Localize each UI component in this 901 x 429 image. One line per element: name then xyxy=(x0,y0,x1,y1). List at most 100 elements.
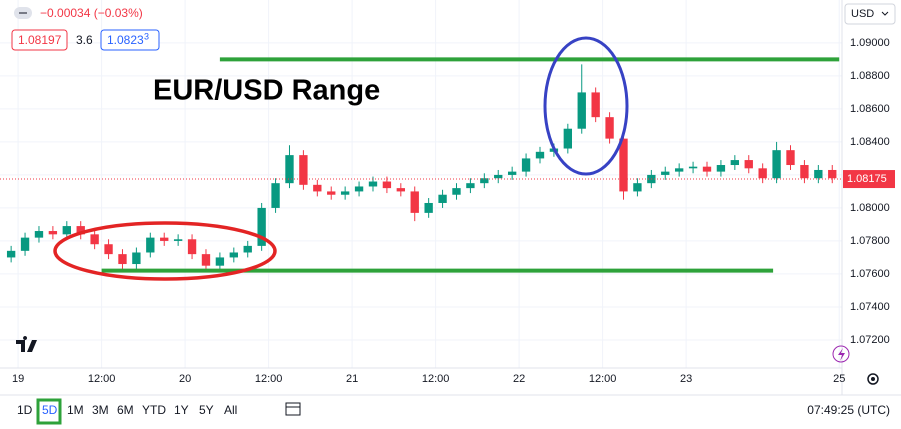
candle-body xyxy=(160,237,169,241)
candle-body xyxy=(257,207,266,246)
candle-body xyxy=(674,168,684,172)
toolbar: 1D 5D 1M 3M 6M YTD 1Y 5Y All xyxy=(17,398,237,425)
candle-body xyxy=(786,150,795,166)
candle-body xyxy=(327,191,336,195)
candle-body xyxy=(507,171,517,175)
timeframe-button[interactable]: All xyxy=(224,403,237,417)
candle-body xyxy=(313,184,322,192)
candle-body xyxy=(243,245,252,253)
candle-body xyxy=(354,186,364,192)
timeframe-button[interactable]: 3M xyxy=(92,403,109,417)
x-tick-label: 20 xyxy=(179,373,191,385)
y-tick-label: 1.08400 xyxy=(850,136,890,148)
x-tick-label: 12:00 xyxy=(422,373,450,385)
timeframe-button[interactable]: 5D xyxy=(42,403,58,417)
y-tick-label: 1.07200 xyxy=(850,334,890,346)
y-tick-label: 1.08600 xyxy=(850,103,890,115)
candle-body xyxy=(410,191,419,213)
candle-body xyxy=(382,181,392,189)
y-tick-label: 1.07600 xyxy=(850,268,890,280)
candle-body xyxy=(62,226,71,235)
candle-body xyxy=(452,188,461,195)
plot-area xyxy=(0,0,842,368)
candle-body xyxy=(605,117,614,139)
candle-body xyxy=(146,237,155,253)
y-tick-label: 1.08000 xyxy=(850,202,890,214)
candle-body xyxy=(466,183,475,189)
logo xyxy=(16,336,37,352)
x-tick-label: 12:00 xyxy=(589,373,617,385)
annotation-title: EUR/USD Range xyxy=(153,75,380,107)
y-tick-label: 1.09000 xyxy=(850,37,890,49)
candle-body xyxy=(521,158,531,172)
timeframe-button[interactable]: 1M xyxy=(67,403,84,417)
y-tick-label: 1.07800 xyxy=(850,235,890,247)
x-tick-label: 12:00 xyxy=(88,373,116,385)
candle-body xyxy=(396,188,405,192)
y-tick-label: 1.08800 xyxy=(850,70,890,82)
date-range-icon[interactable] xyxy=(285,402,301,416)
candle-body xyxy=(34,231,44,238)
spike-ellipse xyxy=(543,36,629,176)
candle-body xyxy=(299,155,308,185)
bid: 1.08197 xyxy=(18,33,62,47)
range-ellipse xyxy=(53,221,277,281)
currency-button[interactable] xyxy=(844,3,896,25)
candle-body xyxy=(619,138,628,192)
candle-body xyxy=(229,252,238,258)
x-tick-label: 21 xyxy=(346,373,358,385)
candle-body xyxy=(215,257,225,266)
candle-body xyxy=(48,231,58,235)
candle-body xyxy=(535,151,545,159)
bid-box[interactable] xyxy=(11,29,68,51)
x-tick-label: 25 xyxy=(833,373,845,385)
change: −0.00034 (−0.03%) xyxy=(40,6,143,20)
candle-body xyxy=(480,178,489,184)
timeframe-button[interactable]: 6M xyxy=(117,403,134,417)
active-timeframe-box xyxy=(36,398,62,425)
candle-body xyxy=(285,155,294,184)
candle-body xyxy=(90,234,99,245)
candle-body xyxy=(6,250,16,258)
candle-body xyxy=(577,92,586,129)
last-price-label: 1.08175 xyxy=(847,173,887,185)
candle-body xyxy=(744,160,753,169)
timeframe-button[interactable]: 5Y xyxy=(199,403,214,417)
candle-body xyxy=(772,150,781,179)
candle-body xyxy=(494,174,503,179)
candle-body xyxy=(702,166,712,172)
candle-body xyxy=(438,194,447,203)
candle-body xyxy=(187,239,197,255)
candle-body xyxy=(132,252,141,265)
ask-box[interactable] xyxy=(100,29,160,51)
toggle-icon xyxy=(19,12,27,14)
candle-body xyxy=(118,254,127,265)
x-tick-label: 12:00 xyxy=(255,373,283,385)
candle-body xyxy=(730,160,740,166)
candle-body xyxy=(368,181,378,187)
ask: 1.0823 xyxy=(107,33,144,47)
candle-body xyxy=(104,244,113,255)
timeframe-button[interactable]: YTD xyxy=(142,403,166,417)
y-tick-label: 1.07400 xyxy=(850,301,890,313)
candle-body xyxy=(661,171,670,175)
candle-body xyxy=(340,191,350,195)
settings-icon[interactable] xyxy=(867,373,879,385)
candle-body xyxy=(591,92,600,118)
candle-body xyxy=(424,202,433,213)
timeframe-button[interactable]: 1Y xyxy=(174,403,189,417)
last-price-box xyxy=(843,170,895,189)
x-tick-label: 22 xyxy=(513,373,525,385)
spread: 3.6 xyxy=(76,33,93,47)
candle-body xyxy=(76,226,85,235)
alert-bolt xyxy=(838,348,845,361)
alert-icon[interactable] xyxy=(832,345,850,363)
candle-body xyxy=(563,128,573,149)
candle-body xyxy=(716,165,726,172)
candle-body xyxy=(633,183,642,192)
timeframe-button[interactable]: 1D xyxy=(17,403,33,417)
candle-body xyxy=(814,169,823,179)
candle-body xyxy=(688,166,698,169)
